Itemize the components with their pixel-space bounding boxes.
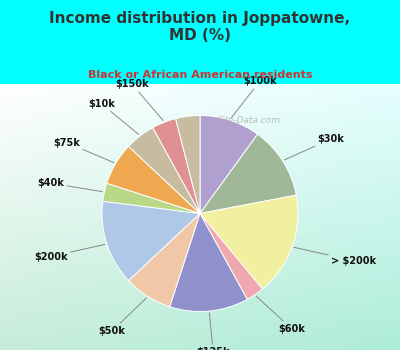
Wedge shape — [103, 183, 200, 214]
Text: $100k: $100k — [231, 76, 277, 118]
Text: $125k: $125k — [196, 313, 230, 350]
Wedge shape — [200, 134, 296, 214]
Text: $50k: $50k — [98, 298, 146, 336]
Text: City-Data.com: City-Data.com — [217, 116, 281, 125]
Wedge shape — [170, 214, 247, 312]
Text: $75k: $75k — [53, 138, 114, 163]
Wedge shape — [128, 214, 200, 307]
Wedge shape — [153, 119, 200, 214]
Text: $200k: $200k — [34, 244, 105, 261]
Text: $60k: $60k — [256, 296, 305, 334]
Wedge shape — [107, 146, 200, 214]
Wedge shape — [200, 116, 258, 214]
Text: $150k: $150k — [115, 79, 163, 120]
Text: > $200k: > $200k — [294, 247, 376, 266]
Text: $30k: $30k — [284, 134, 344, 160]
Wedge shape — [128, 128, 200, 214]
Wedge shape — [200, 195, 298, 289]
Text: Income distribution in Joppatowne,
MD (%): Income distribution in Joppatowne, MD (%… — [50, 10, 350, 43]
Wedge shape — [102, 201, 200, 281]
Wedge shape — [176, 116, 200, 214]
Text: $40k: $40k — [37, 178, 102, 192]
Text: Black or African American residents: Black or African American residents — [88, 70, 312, 80]
Wedge shape — [200, 214, 262, 299]
Text: $10k: $10k — [88, 99, 139, 134]
